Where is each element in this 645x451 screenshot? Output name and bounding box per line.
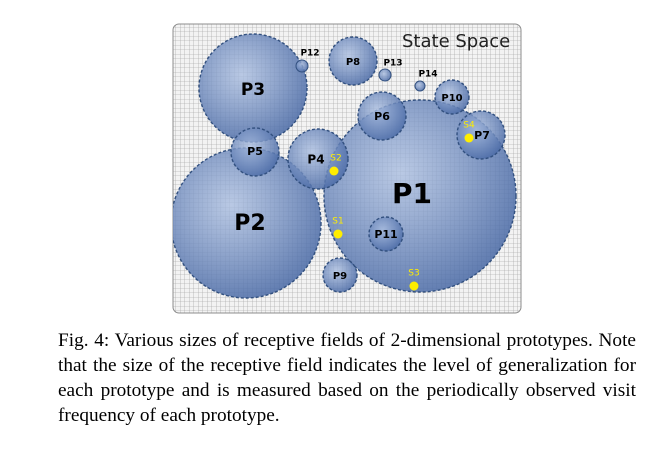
sample-points: S1 S2 S3 S4 (329, 121, 475, 291)
sample-point-s1 (333, 229, 343, 239)
receptive-field-p14 (414, 80, 426, 92)
receptive-field-circle-p8 (328, 36, 378, 86)
sample-label-s4: S4 (463, 121, 475, 131)
sample-label-s2: S2 (330, 154, 341, 164)
receptive-field-circle-p14 (414, 80, 426, 92)
receptive-field-circle-p13 (378, 68, 392, 82)
receptive-field-circle-p9 (322, 257, 358, 293)
sample-point-s2 (329, 166, 339, 176)
prototype-label-p11: P11 (374, 228, 397, 241)
figure-caption-label: Fig. 4: (58, 330, 110, 351)
receptive-field-p11 (368, 216, 404, 252)
receptive-field-p3 (198, 33, 308, 143)
figure-caption: Fig. 4: Various sizes of receptive field… (58, 328, 636, 428)
receptive-field-p12 (295, 59, 309, 73)
prototype-label-p13: P13 (383, 59, 402, 69)
prototype-label-p14: P14 (418, 70, 437, 80)
receptive-field-circle-p12 (295, 59, 309, 73)
sample-label-s3: S3 (408, 269, 419, 279)
receptive-field-p9 (322, 257, 358, 293)
sample-point-s3 (409, 281, 419, 291)
state-space-border (172, 23, 522, 314)
prototype-label-p2: P2 (234, 211, 265, 236)
sample-label-s1: S1 (332, 217, 343, 227)
prototype-label-p7: P7 (474, 129, 490, 142)
prototype-label-p1: P1 (392, 177, 432, 210)
prototype-label-p4: P4 (307, 153, 324, 167)
sample-point-s4 (464, 133, 474, 143)
receptive-field-circle-p6 (357, 91, 407, 141)
prototype-label-p10: P10 (441, 93, 462, 104)
prototype-label-p3: P3 (241, 80, 265, 100)
receptive-field-p10 (434, 79, 470, 115)
prototype-label-p12: P12 (300, 49, 319, 59)
state-space-title: State Space (402, 31, 510, 52)
prototype-label-p6: P6 (374, 110, 390, 123)
receptive-field-circle-p7 (456, 110, 506, 160)
receptive-field-p7 (456, 110, 506, 160)
receptive-field-circle-p11 (368, 216, 404, 252)
prototype-label-p9: P9 (333, 271, 347, 282)
figure-caption-text: Various sizes of receptive fields of 2-d… (58, 330, 636, 426)
receptive-field-circle-p10 (434, 79, 470, 115)
prototype-label-p8: P8 (346, 57, 360, 68)
prototype-label-p5: P5 (247, 145, 263, 158)
receptive-field-p6 (357, 91, 407, 141)
receptive-field-p5 (230, 127, 280, 177)
receptive-field-p13 (378, 68, 392, 82)
receptive-field-p8 (328, 36, 378, 86)
receptive-field-circle-p3 (198, 33, 308, 143)
receptive-field-circle-p5 (230, 127, 280, 177)
receptive-fields: P3 P2 P1 P8 P12 P13 P14 P10 P6 P7 P5 P4 P11 P9 (173, 33, 517, 299)
